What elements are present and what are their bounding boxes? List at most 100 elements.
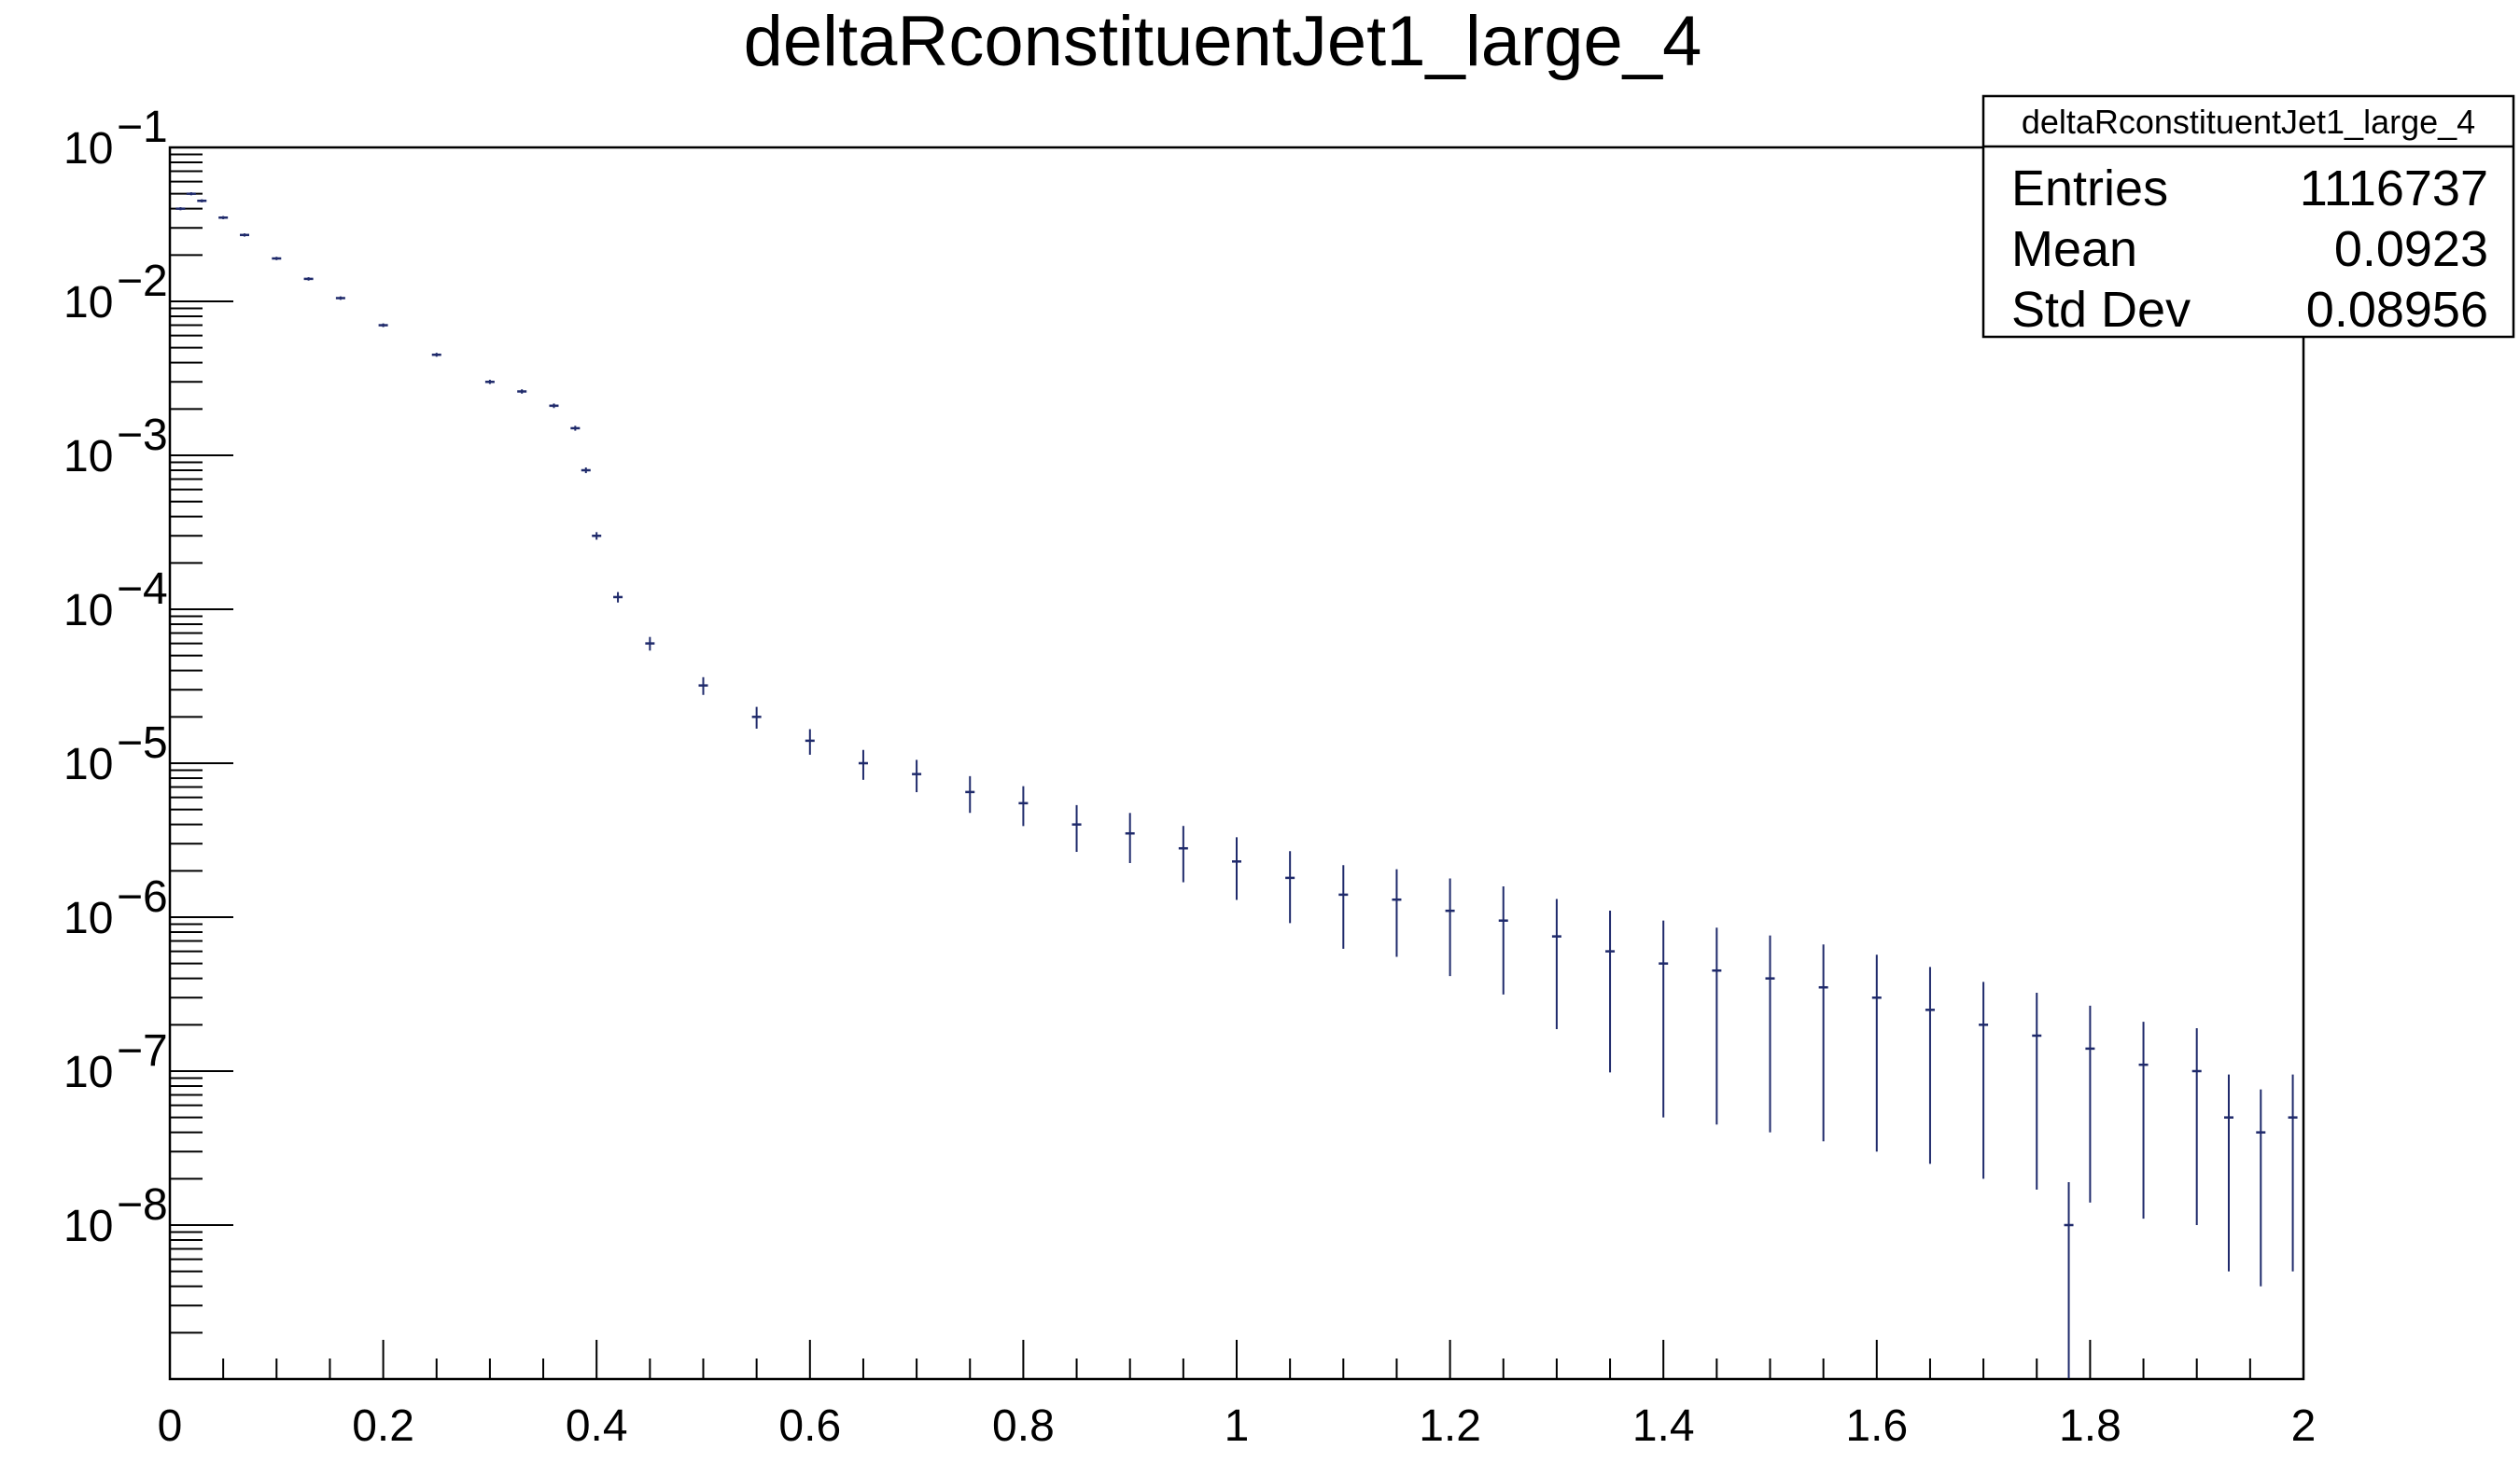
x-axis-ticks [169,1340,2304,1379]
y-tick-label-exponent: −1 [117,103,168,152]
data-point [186,192,196,196]
y-tick-label-base: 10 [63,278,113,327]
data-point [751,706,762,729]
y-tick-label-exponent: −4 [117,564,168,614]
data-point [1071,804,1082,853]
x-tick-label: 0 [158,1401,183,1451]
y-tick-label-base: 10 [63,432,113,481]
data-point [1392,869,1402,957]
data-point [1818,944,1828,1142]
data-point [645,636,655,651]
data-point [912,759,922,793]
data-point [1871,954,1882,1152]
y-tick-label: 10 −1 [63,103,168,174]
x-tick-label: 2 [2291,1401,2317,1451]
y-tick-label-exponent: −8 [117,1180,168,1230]
data-point [378,323,388,327]
data-point [1605,911,1616,1073]
data-point [484,380,495,384]
data-point [2064,1182,2074,1379]
y-tick-label-exponent: −2 [117,257,168,306]
data-point [549,403,559,409]
data-point [240,233,250,237]
stats-stddev-label: Std Dev [2011,282,2191,338]
y-tick-label-base: 10 [63,1202,113,1251]
y-tick-label: 10 −7 [63,1026,168,1097]
stats-mean-value: 0.0923 [2334,221,2488,277]
y-tick-label-exponent: −7 [117,1026,168,1076]
data-point [1925,967,1935,1164]
data-point [1445,878,1455,977]
y-tick-label: 10 −6 [63,872,168,943]
y-tick-label-exponent: −5 [117,718,168,768]
x-tick-label: 0.6 [778,1401,841,1451]
y-tick-label-base: 10 [63,740,113,789]
data-point [2288,1074,2298,1272]
data-point [1018,786,1029,827]
x-tick-label: 1.4 [1632,1401,1695,1451]
x-tick-label: 0.4 [566,1401,628,1451]
data-point [303,277,314,281]
data-point [1551,899,1561,1030]
stats-box-frame [1981,94,2515,339]
data-point [698,676,708,695]
y-tick-label: 10 −8 [63,1180,168,1251]
data-point [805,729,815,755]
data-point [613,592,623,603]
x-tick-label: 1 [1225,1401,1250,1451]
y-tick-label-exponent: −6 [117,872,168,922]
data-point [1338,865,1349,949]
y-tick-label-base: 10 [63,894,113,943]
y-tick-label: 10 −5 [63,718,168,789]
data-point [1979,982,1989,1179]
x-axis-tick-labels: 0 0.2 0.4 0.6 0.8 1 1.2 1.4 1.6 1.8 2 [158,1401,2317,1451]
data-point [2085,1005,2095,1203]
y-tick-label-base: 10 [63,586,113,635]
y-tick-label: 10 −2 [63,257,168,327]
data-point [272,257,282,260]
stats-entries-value: 1116737 [2300,160,2488,216]
y-tick-label-exponent: −3 [117,411,168,460]
data-point [175,207,186,211]
x-tick-label: 1.2 [1419,1401,1481,1451]
data-point [2032,992,2042,1190]
stats-stddev-value: 0.08956 [2306,282,2488,338]
y-tick-label: 10 −4 [63,564,168,635]
stats-mean-label: Mean [2011,221,2137,277]
data-point [197,199,207,202]
chart-title: deltaRconstituentJet1_large_4 [744,2,1702,81]
x-tick-label: 0.8 [992,1401,1055,1451]
data-point [1659,920,1669,1118]
data-point [1178,826,1188,883]
data-point [2191,1028,2202,1225]
x-tick-label: 1.6 [1845,1401,1908,1451]
data-point [1285,851,1295,924]
y-tick-label-base: 10 [63,124,113,174]
data-point [2223,1074,2233,1272]
data-point [2256,1089,2266,1287]
stats-box-title: deltaRconstituentJet1_large_4 [2022,103,2475,141]
data-point [581,467,591,474]
data-point [218,216,229,219]
data-point [2138,1022,2149,1219]
data-point [1765,935,1775,1133]
data-point [1712,927,1722,1125]
y-tick-label-base: 10 [63,1048,113,1097]
stats-box: deltaRconstituentJet1_large_4 Entries 11… [1981,94,2515,339]
y-tick-label: 10 −3 [63,411,168,481]
y-axis-tick-labels: 10−110−210−310−410−510−610−710−8 [63,103,168,1251]
x-tick-label: 0.2 [352,1401,414,1451]
data-point [965,775,975,814]
data-point [335,296,345,300]
data-point [570,425,581,431]
data-point [592,532,602,540]
x-tick-label: 1.8 [2059,1401,2121,1451]
stats-entries-label: Entries [2011,160,2168,216]
data-point [1125,813,1135,863]
data-point [1498,885,1508,995]
data-point [431,353,441,357]
data-point [858,749,868,780]
data-point [517,389,527,394]
data-point [1232,837,1241,900]
